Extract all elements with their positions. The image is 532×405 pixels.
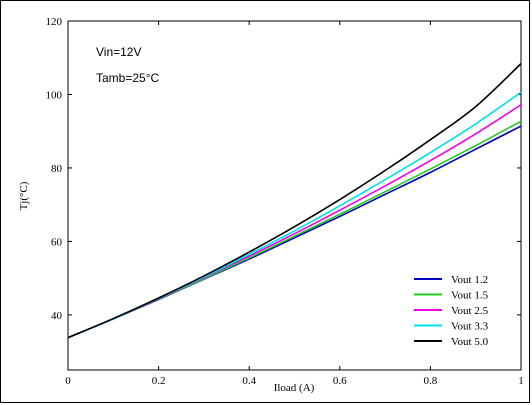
y-tick-label: 40 <box>51 310 63 322</box>
y-tick-label: 60 <box>51 236 63 248</box>
legend-label: Vout 1.2 <box>451 274 488 286</box>
y-axis-label: Tj(°C) <box>18 181 30 210</box>
legend-label: Vout 5.0 <box>451 336 489 348</box>
plot-area <box>67 20 522 371</box>
legend: Vout 1.2 Vout 1.5 Vout 2.5 Vout 3.3 Vout 5.0 <box>414 274 489 348</box>
annotation-tamb: Tamb=25°C <box>96 71 159 85</box>
x-tick-label: 0 <box>65 375 71 387</box>
x-tick-label: 0.4 <box>242 375 256 387</box>
annotation-vin: Vin=12V <box>96 45 142 59</box>
x-tick-label: 1 <box>518 375 524 387</box>
legend-label: Vout 2.5 <box>451 305 489 317</box>
y-tick-label: 100 <box>46 89 63 101</box>
legend-label: Vout 1.5 <box>451 290 489 302</box>
x-axis-label: Iload (A) <box>274 382 315 394</box>
x-tick-label: 0.6 <box>333 375 347 387</box>
series-line-5 <box>67 63 522 339</box>
y-tick-label: 120 <box>46 16 63 28</box>
legend-label: Vout 3.3 <box>451 321 489 333</box>
x-tick-label: 0.8 <box>424 375 438 387</box>
y-tick-label: 80 <box>51 163 63 175</box>
x-tick-label: 0.2 <box>152 375 166 387</box>
